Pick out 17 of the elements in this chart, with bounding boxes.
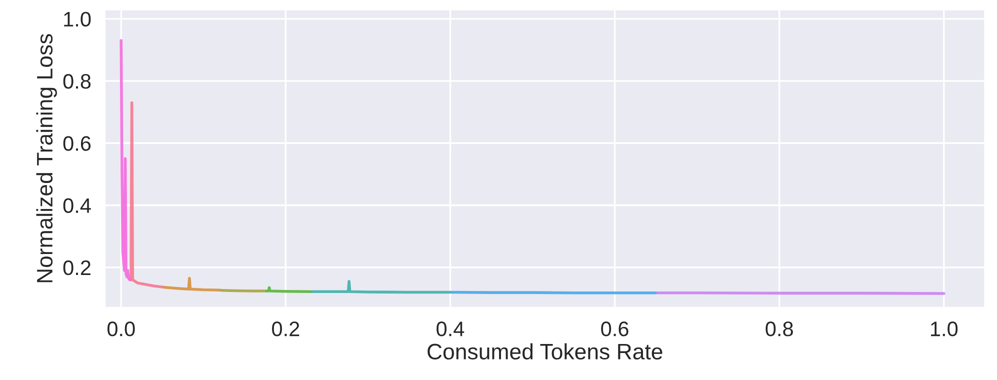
- y-axis-title: Normalized Training Loss: [36, 34, 57, 282]
- y-tick-label: 0.8: [63, 74, 91, 89]
- y-tick-label: 0.2: [63, 260, 90, 276]
- x-axis-title: Consumed Tokens Rate: [428, 343, 662, 360]
- y-tick-label: 1.0: [64, 12, 91, 27]
- line-series: [162, 276, 222, 292]
- line-series: [310, 280, 452, 294]
- x-tick-label: 0.8: [766, 322, 793, 336]
- x-tick-label: 0.4: [436, 322, 464, 336]
- x-tick-label: 1.0: [931, 322, 958, 336]
- line-series: [130, 101, 164, 288]
- x-tick-label: 0.6: [601, 322, 628, 336]
- y-tick-label: 0.4: [63, 198, 91, 214]
- line-series: [120, 39, 132, 282]
- x-tick-label: 0.0: [107, 322, 135, 336]
- y-tick-label: 0.6: [63, 136, 91, 151]
- x-tick-label: 0.2: [272, 322, 300, 336]
